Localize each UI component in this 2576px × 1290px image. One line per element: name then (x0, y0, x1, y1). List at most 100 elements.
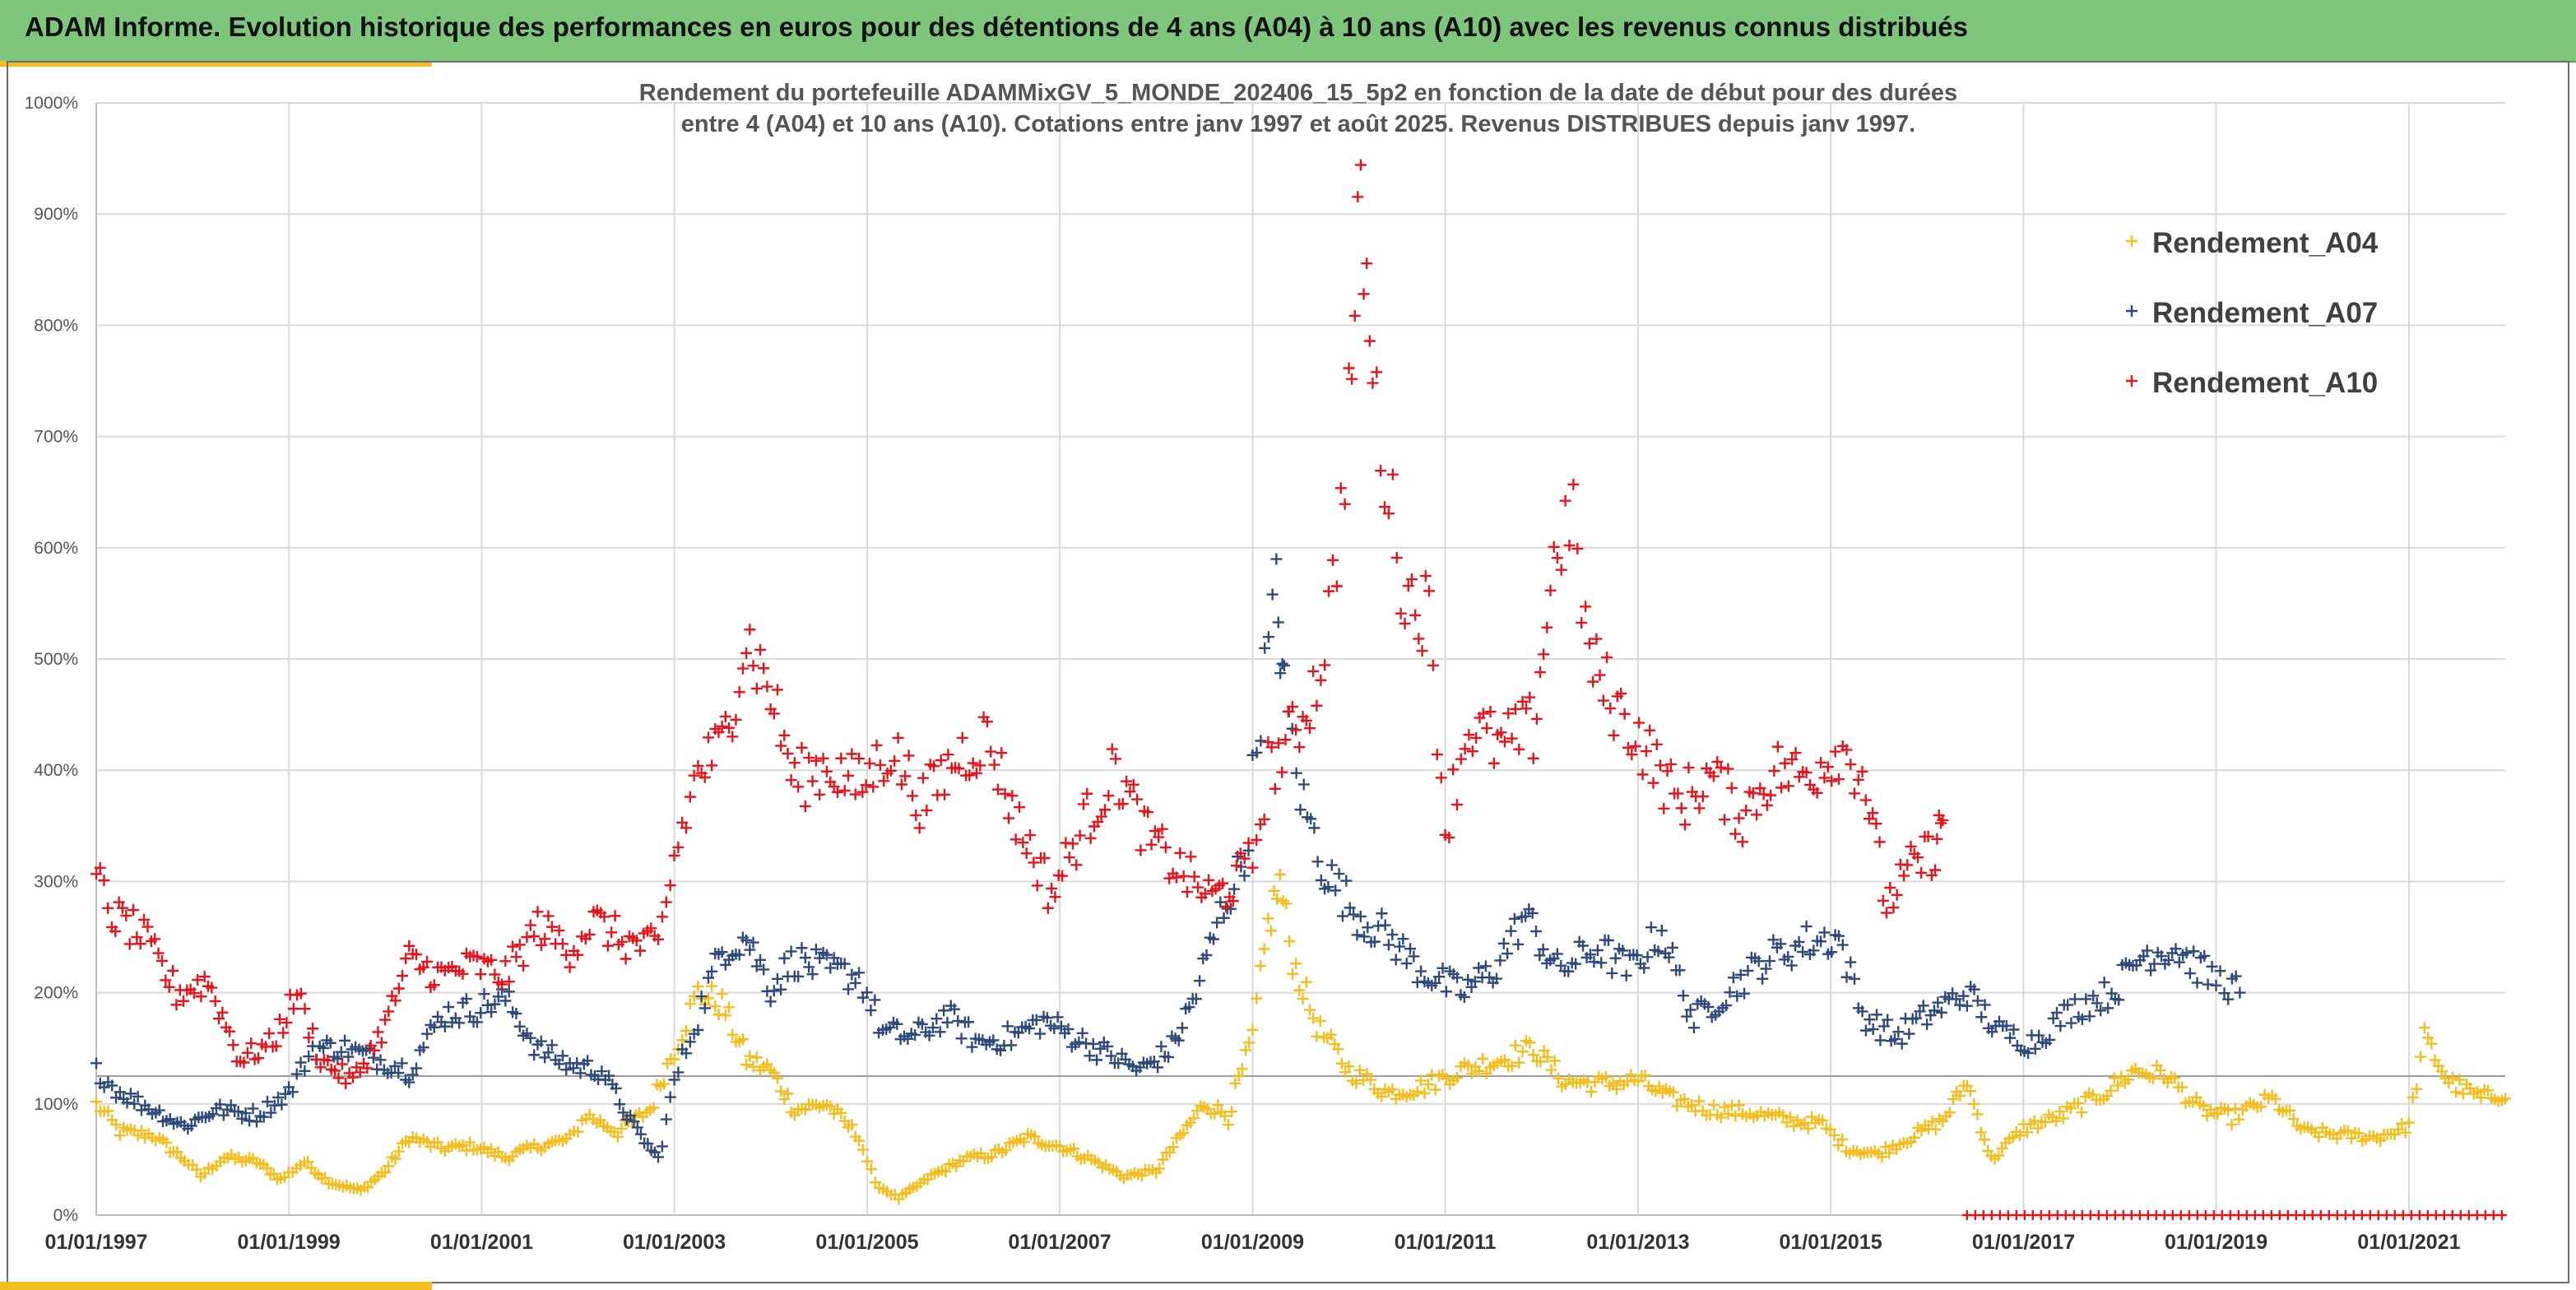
a10-point (1307, 665, 1320, 677)
zero-point (2480, 1210, 2490, 1220)
a10-point (616, 935, 629, 948)
a10-point (1655, 759, 1667, 772)
a07-point (849, 977, 861, 989)
a10-point (692, 759, 704, 772)
a10-point (656, 911, 668, 923)
a10-point (1636, 768, 1649, 781)
a10-point (740, 647, 753, 659)
a07-point (2191, 977, 2203, 989)
a04-point (1553, 1072, 1565, 1084)
a04-point (2457, 1088, 2469, 1100)
a10-point (863, 757, 875, 769)
a07-point (1030, 1014, 1042, 1026)
a07-point (1494, 954, 1506, 967)
a10-point (1081, 787, 1093, 800)
a10-point (1693, 802, 1706, 814)
a10-point (963, 769, 976, 782)
a04-point (1832, 1139, 1845, 1152)
a04-point (1465, 1067, 1478, 1079)
a10-point (1583, 638, 1595, 650)
a04-point (1229, 1077, 1242, 1089)
a04-point (2331, 1132, 2343, 1144)
a07-point (1932, 996, 1944, 1009)
a10-point (1185, 851, 1197, 863)
a04-point (1971, 1108, 1984, 1121)
a10-point (1330, 580, 1343, 592)
a07-point (1262, 631, 1274, 643)
a07-point (2230, 970, 2242, 982)
a07-point (1340, 875, 1353, 887)
a07-point (642, 1138, 654, 1150)
series-a04 (91, 869, 2511, 1205)
a10-point (1509, 703, 1521, 715)
a10-point (1153, 831, 1165, 843)
a07-point (239, 1107, 252, 1120)
a10-point (1782, 780, 1794, 792)
x-tick-label: 01/01/2021 (2357, 1231, 2460, 1254)
a07-point (1200, 949, 1213, 961)
a07-point (1270, 553, 1283, 565)
a07-point (792, 970, 805, 982)
a10-point (372, 1026, 384, 1038)
a07-point (1947, 987, 1959, 1000)
a10-point (1715, 762, 1727, 774)
a07-point (396, 1057, 408, 1070)
a10-point (287, 1003, 299, 1015)
a10-point (314, 1061, 327, 1074)
a10-point (1399, 617, 1411, 629)
a04-point (1153, 1162, 1166, 1175)
a04-point (940, 1166, 952, 1177)
a10-point (1010, 833, 1022, 846)
a07-point (1505, 925, 1517, 937)
a04-point (1339, 1066, 1352, 1079)
a10-point (1571, 542, 1584, 555)
a10-point (303, 1032, 315, 1044)
a07-point (2210, 979, 2222, 991)
a10-point (775, 740, 787, 752)
a04-point (1451, 1072, 1464, 1084)
a07-point (2098, 977, 2110, 989)
x-tick-label: 01/01/2015 (1779, 1231, 1882, 1254)
a10-point (867, 781, 880, 793)
a04-point (379, 1167, 392, 1179)
a10-point (560, 949, 573, 961)
a07-point (1091, 1054, 1103, 1066)
a07-point (853, 967, 866, 979)
a04-point (2154, 1065, 2166, 1077)
zero-point (2035, 1210, 2046, 1220)
a07-point (2068, 993, 2081, 1005)
a10-point (1099, 804, 1112, 816)
a10-point (1459, 743, 1471, 755)
a10-point (680, 822, 693, 834)
a10-point (1618, 708, 1631, 720)
a07-point (2148, 958, 2161, 970)
a10-point (1775, 782, 1788, 794)
a07-point (2184, 968, 2196, 980)
zero-point (2472, 1210, 2482, 1220)
a07-point (1529, 926, 1542, 938)
a04-point (1883, 1147, 1896, 1159)
a07-point (1404, 943, 1417, 955)
a07-point (1440, 986, 1452, 998)
a07-point (2222, 993, 2235, 1005)
a07-point (1308, 822, 1320, 834)
a07-point (824, 962, 837, 974)
a10-point (1149, 825, 1161, 838)
a04-point (1806, 1111, 1818, 1123)
a04-point (2122, 1074, 2134, 1086)
zero-point (1970, 1210, 1980, 1220)
zero-point (2307, 1210, 2318, 1220)
a04-point (1828, 1129, 1840, 1141)
a07-point (2141, 944, 2153, 957)
a10-point (1594, 669, 1606, 681)
a04-point (1585, 1086, 1598, 1098)
a07-point (631, 1121, 643, 1134)
a10-point (421, 955, 434, 968)
a10-point (1056, 870, 1069, 882)
a07-point (1935, 1006, 1947, 1019)
zero-point (2027, 1210, 2038, 1220)
a07-point (1469, 976, 1481, 988)
a10-point (736, 662, 749, 675)
a07-point (403, 1076, 415, 1088)
a10-point (241, 1046, 253, 1059)
